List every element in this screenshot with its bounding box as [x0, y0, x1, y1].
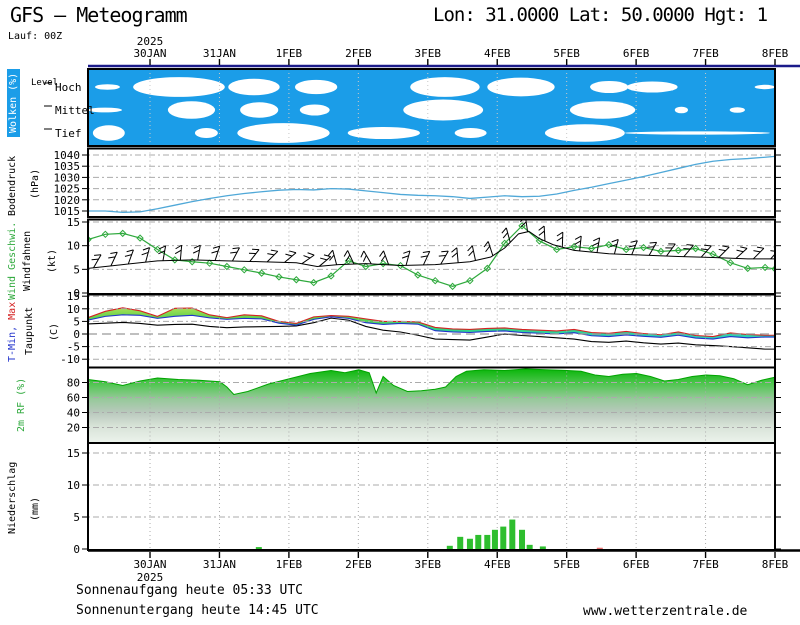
svg-text:10: 10 — [67, 240, 80, 253]
svg-text:4FEB: 4FEB — [484, 558, 511, 571]
wind-panel: 15 10 5 0 — [67, 216, 781, 300]
sunset-info: Sonnenuntergang heute 14:45 UTC — [76, 603, 319, 618]
svg-text:31JAN: 31JAN — [203, 558, 236, 571]
svg-text:5FEB: 5FEB — [553, 558, 580, 571]
clouds-level-axis-label: Level — [31, 78, 59, 88]
temp-max-label: Max — [7, 301, 18, 320]
svg-text:Mittel: Mittel — [55, 104, 95, 117]
svg-text:5: 5 — [73, 511, 80, 524]
svg-text:2FEB: 2FEB — [345, 47, 372, 60]
svg-text:30JAN: 30JAN — [133, 47, 166, 60]
svg-text:Tief: Tief — [55, 127, 82, 140]
svg-text:60: 60 — [67, 392, 80, 405]
svg-text:1FEB: 1FEB — [276, 47, 303, 60]
svg-text:1025: 1025 — [54, 183, 81, 196]
date-axis: 30JAN 30JAN 31JAN 31JAN 1FEB 1FEB 2FEB 2FEB 3FEB… — [88, 35, 800, 584]
clouds-panel: Hoch Mittel Tief — [44, 68, 776, 147]
svg-text:30JAN: 30JAN — [133, 558, 166, 571]
svg-text:3FEB: 3FEB — [415, 558, 442, 571]
temp-min-label: T-Min, — [7, 325, 18, 362]
website-watermark[interactable]: www.wetterzentrale.de — [583, 604, 748, 619]
svg-text:8FEB: 8FEB — [762, 47, 789, 60]
svg-text:2FEB: 2FEB — [345, 558, 372, 571]
svg-text:7FEB: 7FEB — [692, 47, 719, 60]
svg-text:4FEB: 4FEB — [484, 47, 511, 60]
wind-unit-label: (kt) — [47, 248, 58, 273]
svg-text:5: 5 — [73, 315, 80, 328]
svg-text:80: 80 — [67, 377, 80, 390]
svg-text:1020: 1020 — [54, 194, 81, 207]
svg-text:1015: 1015 — [54, 205, 81, 218]
temp-minmax-label: T-Min, Max — [7, 302, 18, 362]
model-run-label: Lauf: 00Z — [8, 31, 63, 42]
humidity-panel-label: 2m RF (%) — [16, 377, 27, 432]
wind-speed-label: Wind Geschwi. — [7, 221, 18, 300]
precip-unit-label: (mm) — [30, 496, 41, 521]
svg-text:8FEB: 8FEB — [762, 558, 789, 571]
svg-text:0: 0 — [73, 328, 80, 341]
svg-text:15: 15 — [67, 290, 80, 303]
precip-panel-label: Niederschlag — [7, 461, 18, 534]
svg-text:1040: 1040 — [54, 149, 81, 162]
svg-text:7FEB: 7FEB — [692, 558, 719, 571]
pressure-panel-label: Bodendruck — [7, 155, 18, 216]
svg-text:40: 40 — [67, 407, 80, 420]
svg-text:3FEB: 3FEB — [415, 47, 442, 60]
svg-text:5FEB: 5FEB — [553, 47, 580, 60]
svg-text:15: 15 — [67, 216, 80, 229]
svg-text:5: 5 — [73, 263, 80, 276]
location-coordinates: Lon: 31.0000 Lat: 50.0000 Hgt: 1 — [433, 4, 768, 26]
svg-text:0: 0 — [73, 287, 80, 300]
svg-text:20: 20 — [67, 422, 80, 435]
year-label-bottom: 2025 — [137, 571, 164, 584]
rh-panel: 80 60 40 20 — [67, 366, 781, 444]
temp-unit-label: (C) — [49, 322, 60, 341]
svg-text:6FEB: 6FEB — [623, 558, 650, 571]
pressure-unit-label: (hPa) — [30, 168, 41, 199]
svg-text:1FEB: 1FEB — [276, 558, 303, 571]
precip-panel: 15 10 5 0 — [67, 442, 781, 556]
svg-text:Hoch: Hoch — [55, 81, 82, 94]
svg-text:1035: 1035 — [54, 160, 81, 173]
wind-barbs-label: Windfahnen — [22, 230, 33, 291]
svg-text:15: 15 — [67, 447, 80, 460]
svg-text:10: 10 — [67, 303, 80, 316]
svg-text:-5: -5 — [67, 341, 80, 354]
clouds-panel-label: Wolken (%) — [7, 68, 20, 137]
cloud-blobs — [88, 77, 775, 143]
year-label-top: 2025 — [137, 35, 164, 48]
svg-text:10: 10 — [67, 479, 80, 492]
svg-text:31JAN: 31JAN — [203, 47, 236, 60]
svg-text:1030: 1030 — [54, 171, 81, 184]
svg-text:6FEB: 6FEB — [623, 47, 650, 60]
svg-text:-10: -10 — [60, 353, 80, 366]
page-title: GFS — Meteogramm — [10, 3, 188, 27]
svg-text:0: 0 — [73, 543, 80, 556]
dewpoint-label: Taupunkt — [24, 306, 35, 355]
sunrise-info: Sonnenaufgang heute 05:33 UTC — [76, 583, 303, 598]
